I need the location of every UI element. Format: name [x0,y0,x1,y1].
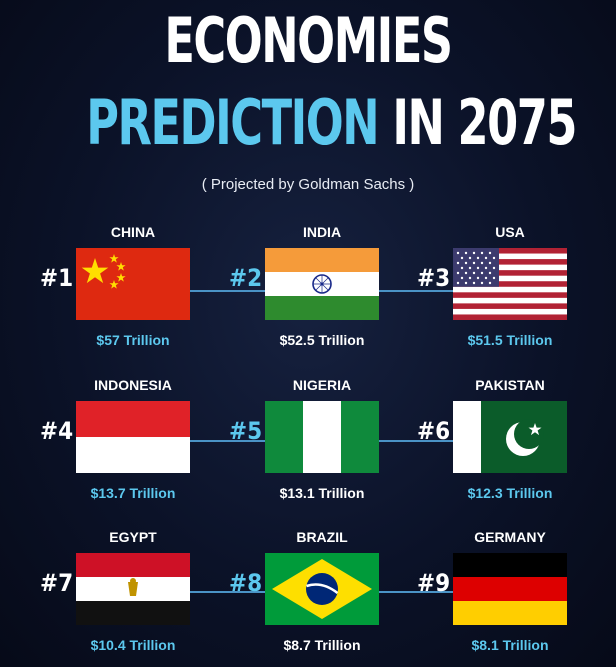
pakistan-flag-icon [453,401,567,473]
country-name: PAKISTAN [475,377,545,393]
country-name: INDIA [302,224,342,240]
gdp-value: $57 Trillion [96,332,170,348]
rank-label: #4 [40,417,74,445]
gdp-value: $12.3 Trillion [467,485,553,501]
country-name: USA [495,224,525,240]
rank-label: #7 [40,569,74,597]
gdp-value: $10.4 Trillion [90,637,176,653]
india-flag-icon [265,248,379,320]
subtitle: ( Projected by Goldman Sachs ) [201,176,415,193]
gdp-value: $52.5 Trillion [279,332,365,348]
country-name: EGYPT [109,529,157,545]
gdp-value: $13.7 Trillion [90,485,176,501]
egypt-flag-icon [76,553,190,625]
rank-label: #3 [417,264,451,292]
country-name: CHINA [110,224,156,240]
gdp-value: $8.7 Trillion [283,637,361,653]
usa-flag-icon [453,248,567,320]
rank-label: #2 [229,264,263,292]
china-flag-icon [76,248,190,320]
rank-label: #1 [40,264,74,292]
rank-label: #6 [417,417,451,445]
rank-label: #5 [229,417,263,445]
title-year: IN 2075 [392,86,577,159]
germany-flag-icon [453,553,567,625]
gdp-value: $51.5 Trillion [467,332,553,348]
nigeria-flag-icon [265,401,379,473]
gdp-value: $8.1 Trillion [471,637,549,653]
gdp-value: $13.1 Trillion [279,485,365,501]
brazil-flag-icon [265,553,379,625]
country-name: NIGERIA [292,377,352,393]
country-name: GERMANY [474,529,546,545]
title-line-2: PREDICTION IN 2075 [86,86,577,159]
rank-label: #8 [229,569,263,597]
indonesia-flag-icon [76,401,190,473]
rank-label: #9 [417,569,451,597]
title-highlight: PREDICTION [86,86,379,159]
country-name: BRAZIL [296,529,348,545]
title-line-1: ECONOMIES [164,4,453,77]
country-name: INDONESIA [94,377,172,393]
